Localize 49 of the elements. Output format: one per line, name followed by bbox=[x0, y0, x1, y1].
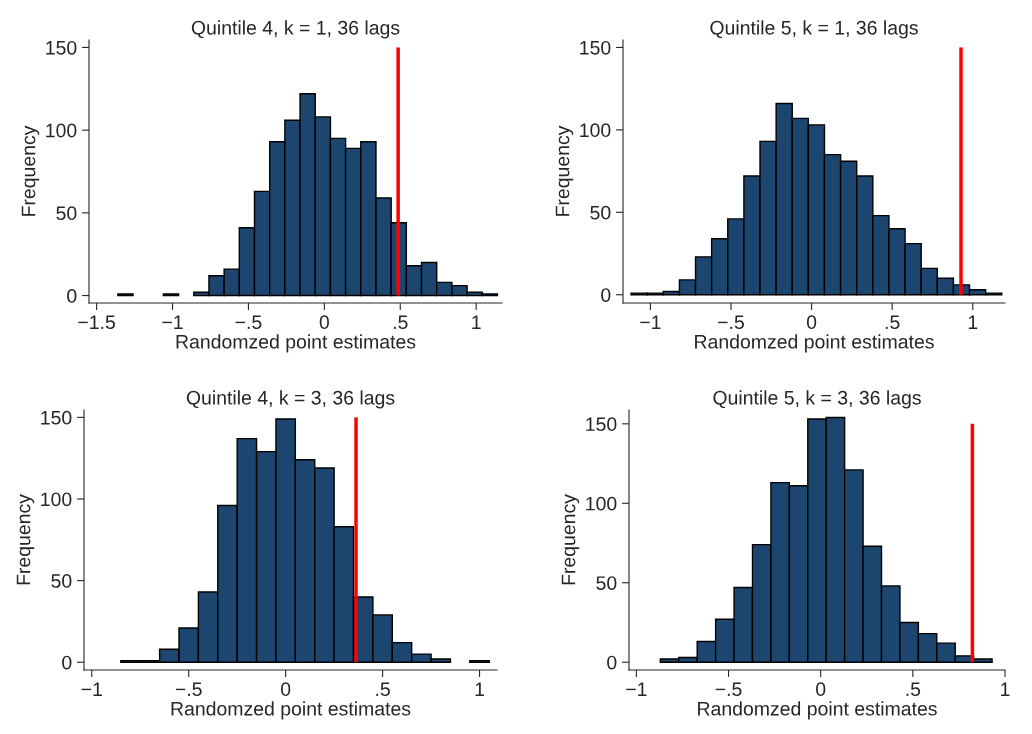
x-tick-label: −1 bbox=[626, 682, 647, 696]
x-axis-title: Randomzed point estimates bbox=[698, 701, 937, 720]
x-tick-label: 0 bbox=[816, 682, 826, 697]
y-tick-label: 150 bbox=[46, 40, 77, 55]
y-tick-label: 50 bbox=[596, 576, 617, 590]
x-tick-label: −.5 bbox=[175, 682, 202, 697]
y-tick-label: 0 bbox=[607, 655, 617, 670]
y-axis-title: Frequency bbox=[16, 494, 35, 585]
y-axis-title: Frequency bbox=[555, 125, 574, 216]
x-tick-label: .5 bbox=[906, 682, 921, 697]
x-tick-label: −1 bbox=[162, 315, 183, 329]
x-tick-label: .5 bbox=[393, 315, 408, 330]
y-tick-label: 50 bbox=[590, 205, 611, 220]
x-axis-title: Randomzed point estimates bbox=[695, 334, 934, 353]
x-axis-title: Randomzed point estimates bbox=[171, 701, 411, 720]
y-tick-label: 150 bbox=[580, 40, 611, 55]
x-tick-label: 0 bbox=[281, 682, 291, 697]
x-axis-title: Randomzed point estimates bbox=[176, 334, 416, 353]
chart-title: Quintile 5, k = 1, 36 lags bbox=[710, 20, 918, 39]
x-tick-label: −1 bbox=[640, 315, 661, 329]
x-tick-label: 0 bbox=[806, 315, 817, 330]
chart-title: Quintile 4, k = 3, 36 lags bbox=[186, 390, 395, 409]
y-tick-label: 150 bbox=[586, 417, 617, 432]
chart-title: Quintile 5, k = 3, 36 lags bbox=[713, 390, 921, 409]
x-tick-label: 0 bbox=[319, 315, 329, 330]
y-tick-label: 100 bbox=[586, 496, 617, 511]
y-tick-label: 0 bbox=[601, 288, 611, 302]
x-tick-label: −.5 bbox=[235, 315, 262, 330]
y-tick-label: 100 bbox=[46, 123, 77, 138]
y-tick-label: 0 bbox=[62, 655, 72, 670]
y-axis-title: Frequency bbox=[561, 494, 580, 585]
y-tick-label: 100 bbox=[580, 123, 611, 138]
y-axis-title: Frequency bbox=[21, 125, 40, 216]
y-tick-label: 150 bbox=[41, 410, 72, 425]
x-tick-label: 1 bbox=[968, 315, 978, 329]
x-tick-label: .5 bbox=[885, 315, 900, 330]
y-tick-label: 0 bbox=[67, 289, 77, 303]
y-tick-label: 100 bbox=[41, 492, 72, 507]
chart-title: Quintile 4, k = 1, 36 lags bbox=[191, 20, 400, 39]
x-tick-label: 1 bbox=[472, 315, 481, 329]
x-tick-label: 1 bbox=[475, 682, 485, 696]
x-tick-label: 1 bbox=[1001, 682, 1010, 696]
x-tick-label: −1.5 bbox=[78, 315, 115, 330]
x-tick-label: −1 bbox=[81, 682, 102, 696]
x-tick-label: −.5 bbox=[715, 682, 742, 697]
x-tick-label: .5 bbox=[376, 682, 390, 697]
y-tick-label: 50 bbox=[56, 206, 77, 221]
x-tick-label: −.5 bbox=[718, 315, 744, 330]
y-tick-label: 50 bbox=[51, 574, 72, 588]
